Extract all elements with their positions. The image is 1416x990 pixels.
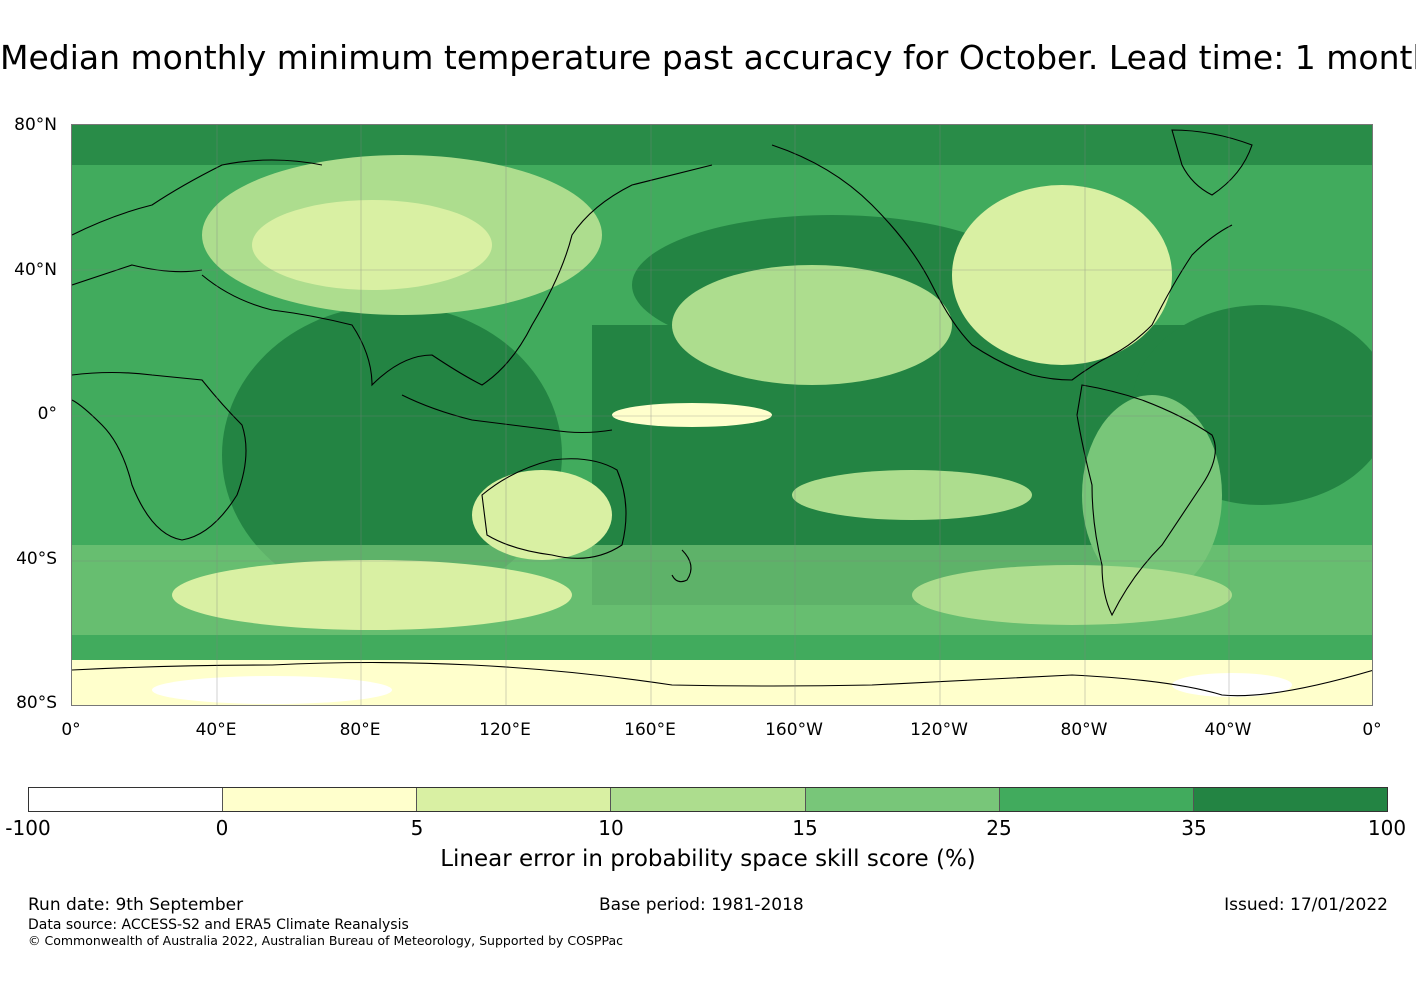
colorbar-segment-1	[29, 788, 224, 811]
map-title: Median monthly minimum temperature past …	[0, 38, 1416, 77]
south-pacific-low-skill	[792, 470, 1032, 520]
greenland-coast	[1171, 129, 1253, 196]
lat-label-40n: 40°N	[14, 260, 57, 280]
africa-coast	[72, 371, 247, 541]
colorbar-segment-7	[1193, 788, 1387, 811]
asia-low-skill-core	[252, 200, 492, 290]
issued-date: Issued: 17/01/2022	[1224, 895, 1388, 915]
colorbar-segment-3	[417, 788, 612, 811]
colorbar-label: Linear error in probability space skill …	[440, 846, 976, 872]
data-source: Data source: ACCESS-S2 and ERA5 Climate …	[28, 917, 409, 933]
north-america-coast	[771, 144, 1233, 381]
asia-coast	[201, 164, 713, 387]
southern-ocean-low-skill	[172, 560, 572, 630]
colorbar-tick: 25	[986, 816, 1012, 840]
colorbar-tick: 15	[792, 816, 818, 840]
colorbar-segment-4	[611, 788, 806, 811]
southern-ocean-low-skill-2	[912, 565, 1232, 625]
south-america-coast	[1076, 384, 1216, 617]
lat-label-40s: 40°S	[16, 549, 57, 569]
colorbar-tick: 10	[598, 816, 624, 840]
arctic-band	[72, 125, 1372, 165]
lat-label-80n: 80°N	[14, 115, 57, 135]
colorbar	[28, 787, 1388, 812]
lat-label-0: 0°	[37, 404, 57, 424]
lon-label-0-end: 0°	[1362, 720, 1382, 740]
colorbar-tick: 5	[410, 816, 424, 840]
lon-label-120e: 120°E	[479, 720, 531, 740]
lat-label-80s: 80°S	[16, 693, 57, 713]
lon-label-160e: 160°E	[624, 720, 676, 740]
colorbar-tick: -100	[5, 816, 51, 840]
base-period: Base period: 1981-2018	[599, 895, 804, 915]
australia-coast	[481, 458, 627, 559]
copyright-notice: © Commonwealth of Australia 2022, Austra…	[28, 933, 623, 948]
lon-label-40e: 40°E	[195, 720, 237, 740]
lon-label-80w: 80°W	[1060, 720, 1108, 740]
north-america-low-skill	[952, 185, 1172, 365]
south-america-skill	[1082, 395, 1222, 595]
colorbar-segment-2	[223, 788, 418, 811]
equatorial-pacific-low-skill	[612, 403, 772, 427]
coastlines	[72, 129, 1372, 697]
indonesia-coast	[401, 394, 613, 434]
antarctica-white-patch-2	[1172, 673, 1292, 697]
lon-label-80e: 80°E	[339, 720, 381, 740]
colorbar-tick: 100	[1367, 816, 1407, 840]
lon-label-40w: 40°W	[1204, 720, 1252, 740]
colorbar-tick: 0	[215, 816, 229, 840]
skill-score-map	[71, 124, 1373, 706]
antarctica-white-patch	[152, 676, 392, 704]
lon-label-120w: 120°W	[910, 720, 968, 740]
antarctica-coast	[72, 661, 1372, 697]
new-zealand-coast	[671, 549, 692, 583]
europe-coast	[72, 159, 323, 286]
north-pacific-low-skill	[672, 265, 952, 385]
lon-label-160w: 160°W	[765, 720, 823, 740]
colorbar-tick: 35	[1181, 816, 1207, 840]
graticule	[72, 125, 1372, 705]
lon-label-0: 0°	[61, 720, 81, 740]
colorbar-segment-5	[805, 788, 1000, 811]
colorbar-segment-6	[999, 788, 1194, 811]
australia-low-skill	[472, 470, 612, 560]
run-date: Run date: 9th September	[28, 895, 244, 915]
